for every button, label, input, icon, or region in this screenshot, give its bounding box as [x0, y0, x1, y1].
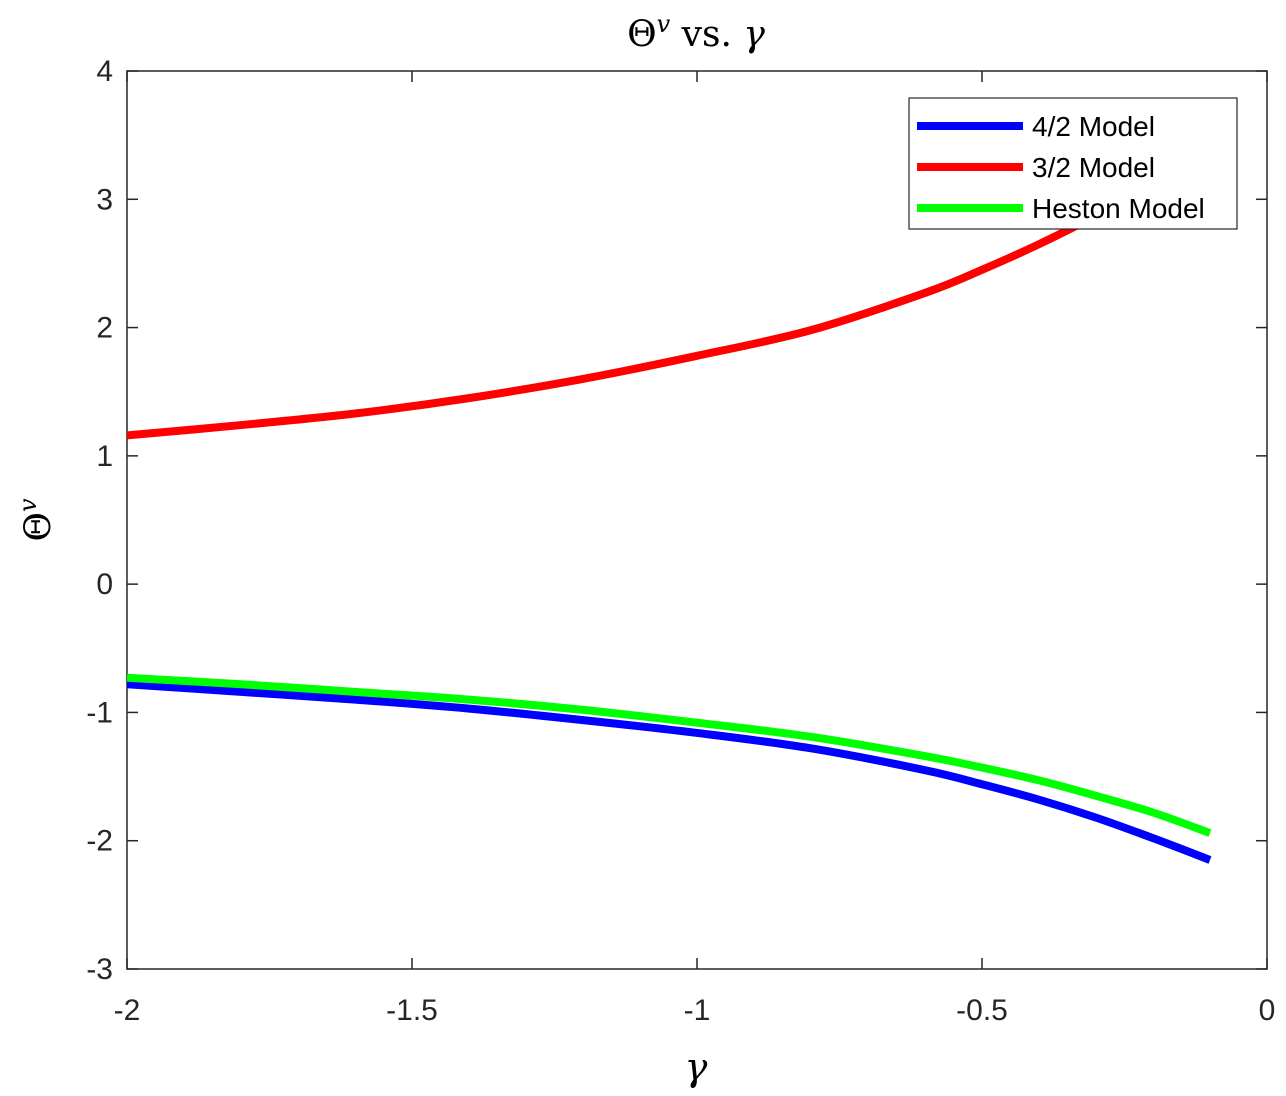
title-gamma: γ: [743, 14, 765, 55]
title-vs: vs.: [670, 14, 743, 55]
x-tick-label: -2: [114, 994, 141, 1027]
legend: 4/2 Model 3/2 Model Heston Model: [908, 97, 1238, 230]
y-tick-label: -3: [86, 953, 113, 986]
x-axis: -2 -1.5 -1 -0.5 0: [114, 71, 1276, 1027]
y-tick-label: 4: [96, 55, 113, 88]
x-tick-label: -1: [684, 994, 711, 1027]
legend-label: Heston Model: [1032, 193, 1205, 224]
y-tick-label: 0: [96, 568, 113, 601]
y-axis: -3 -2 -1 0 1 2 3 4: [86, 55, 1267, 986]
y-tick-label: -2: [86, 825, 113, 858]
y-tick-label: -1: [86, 696, 113, 729]
x-axis-label: γ: [685, 1045, 708, 1089]
legend-label: 4/2 Model: [1032, 111, 1155, 142]
y-tick-label: 1: [96, 440, 113, 473]
x-tick-label: 0: [1259, 994, 1276, 1027]
title-superscript: v: [657, 10, 671, 38]
y-label-theta: Θ: [18, 512, 59, 542]
y-tick-label: 2: [96, 312, 113, 345]
y-label-superscript: v: [14, 498, 42, 512]
legend-label: 3/2 Model: [1032, 152, 1155, 183]
y-tick-label: 3: [96, 183, 113, 216]
y-axis-label: Θv: [14, 498, 59, 542]
title-theta: Θ: [627, 14, 657, 55]
series-line-1: [127, 680, 1212, 864]
chart-title: Θv vs. γ: [627, 10, 765, 55]
series-line-3: [127, 673, 1212, 837]
x-tick-label: -1.5: [386, 994, 438, 1027]
x-tick-label: -0.5: [956, 994, 1008, 1027]
